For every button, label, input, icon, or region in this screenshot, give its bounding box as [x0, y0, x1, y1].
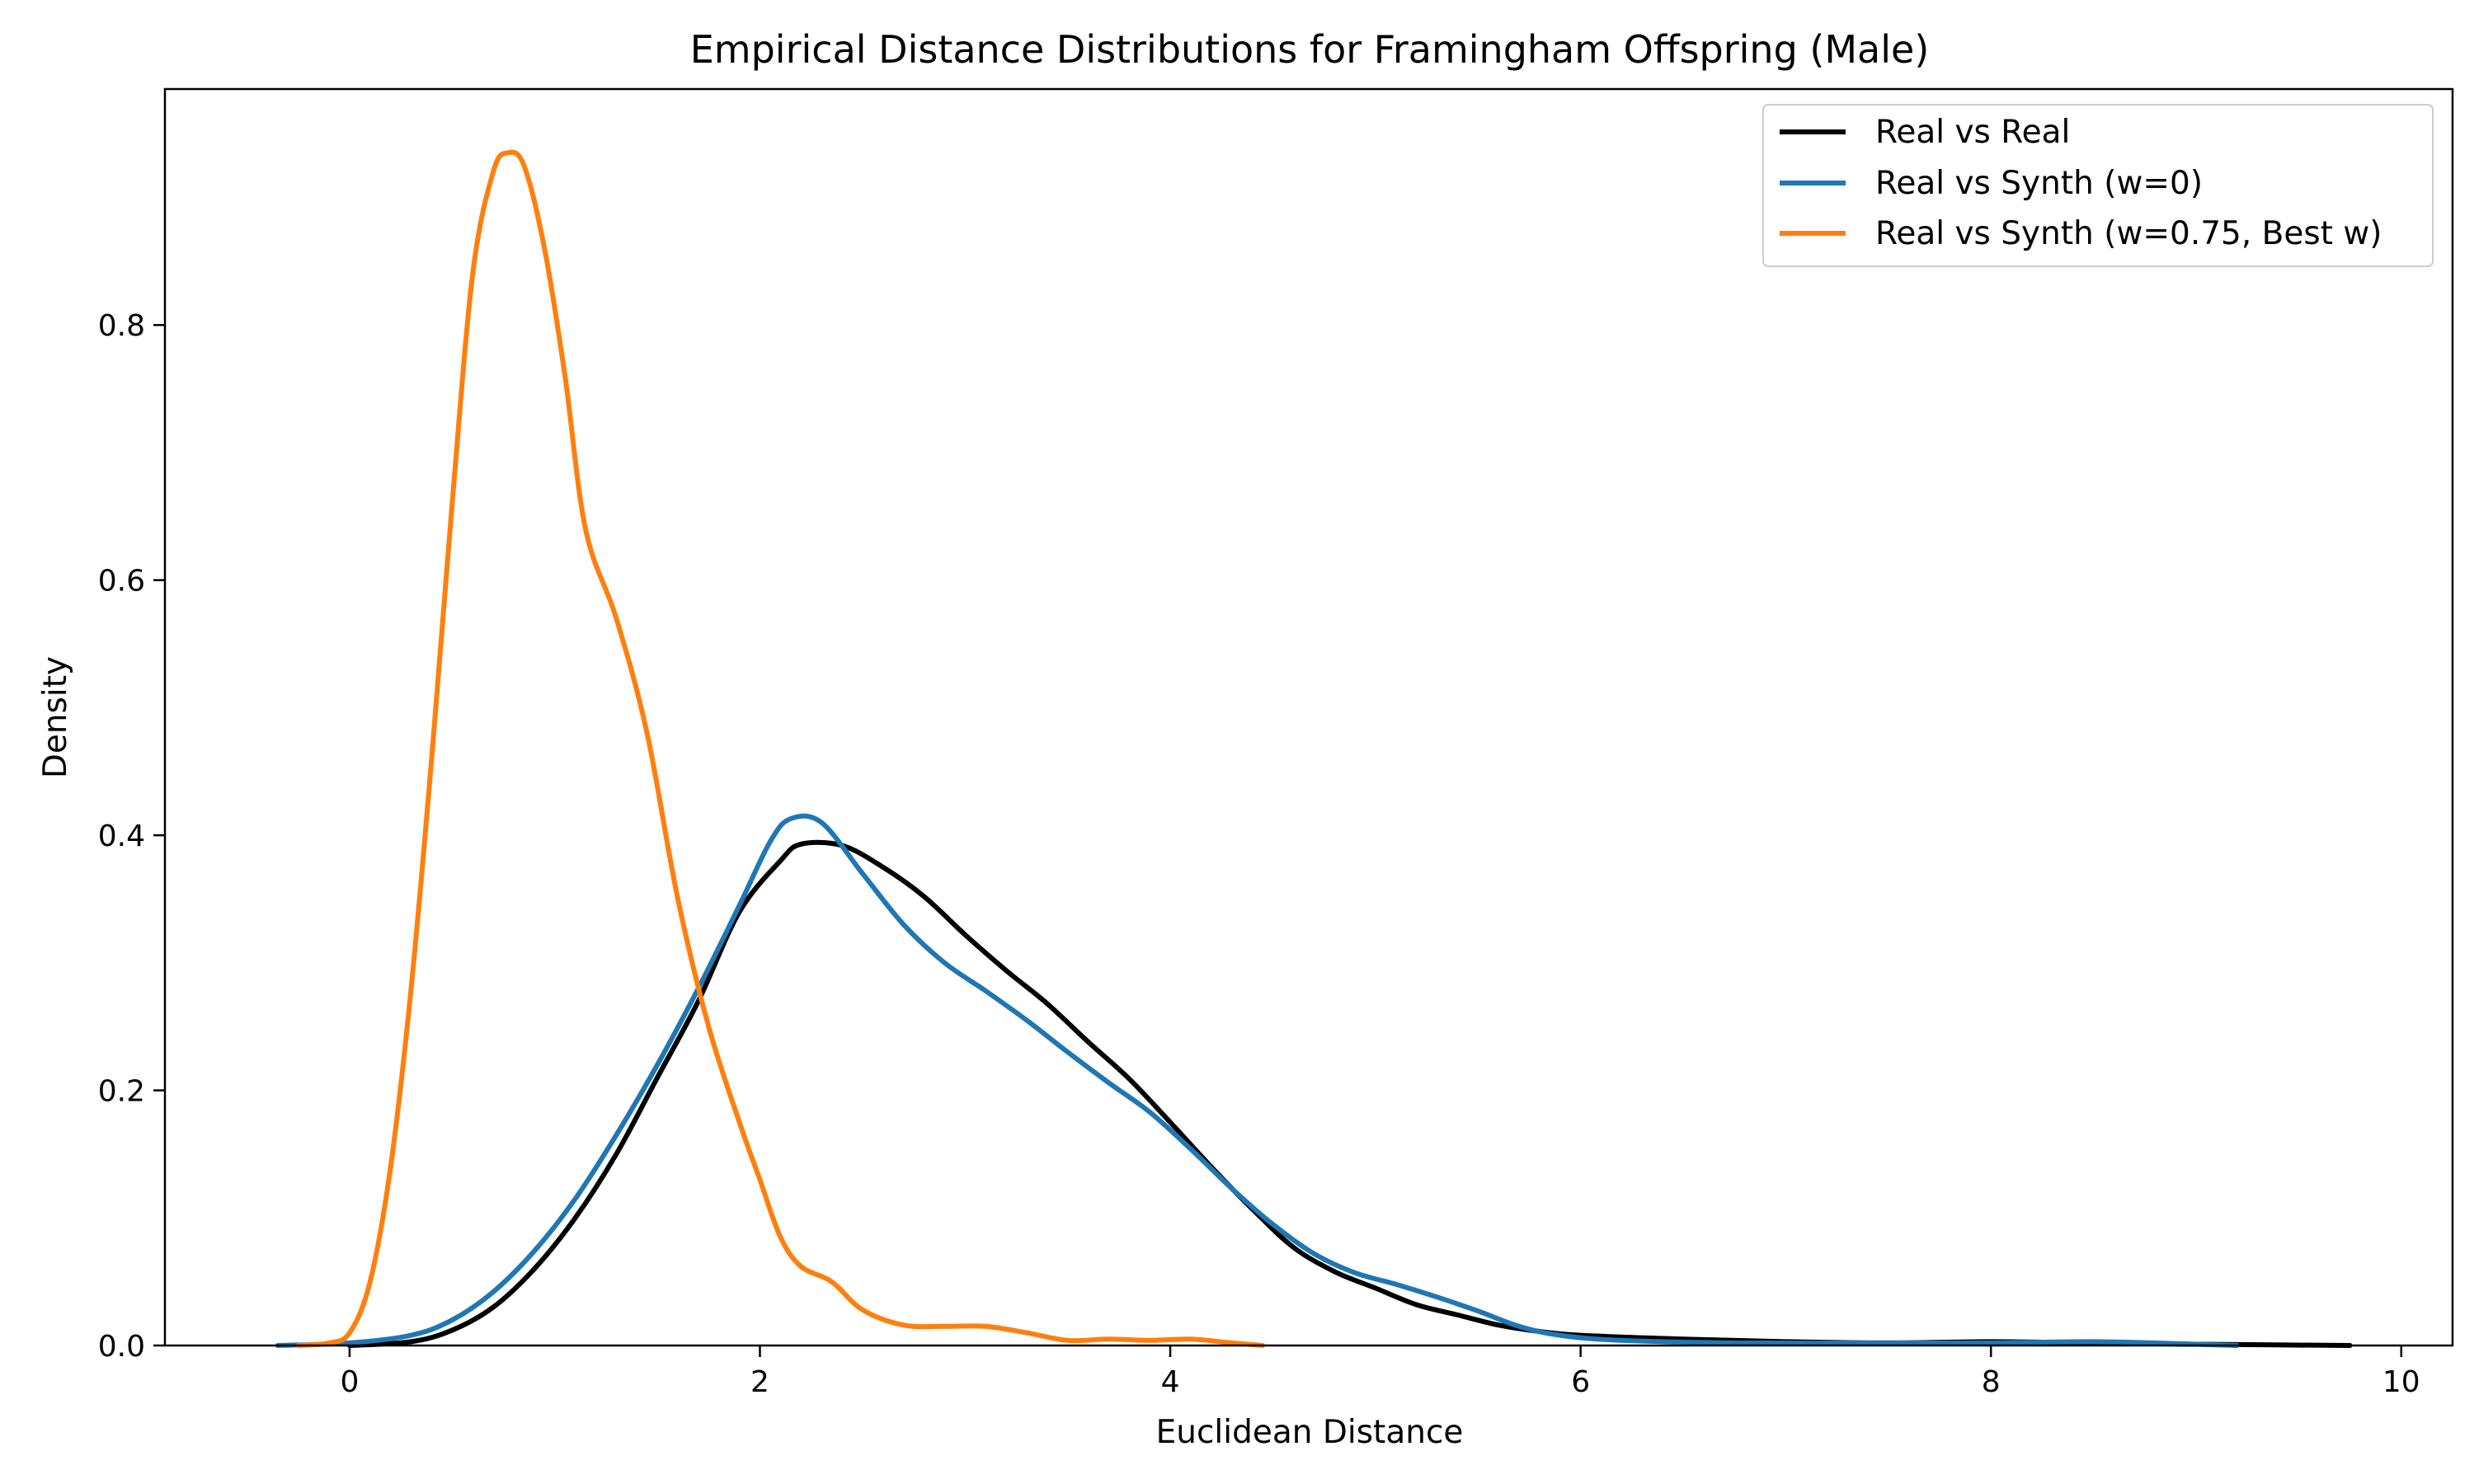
legend: Real vs Real Real vs Synth (w=0) Real vs… [1762, 104, 2434, 267]
x-tick-label: 8 [1982, 1365, 2001, 1399]
chart-title: Empirical Distance Distributions for Fra… [690, 27, 1930, 72]
x-tick-label: 10 [2382, 1365, 2420, 1399]
x-tick-label: 4 [1161, 1365, 1180, 1399]
y-tick-label: 0.8 [98, 309, 145, 343]
x-axis: 0 2 4 6 8 10 [340, 1345, 2420, 1399]
series-line-real-vs-synth-w-0-75-best-w [295, 149, 1266, 1348]
x-axis-title: Euclidean Distance [1156, 1414, 1464, 1451]
legend-label-real-vs-synth-best: Real vs Synth (w=0.75, Best w) [1875, 215, 2382, 252]
y-tick-label: 0.0 [98, 1330, 145, 1364]
x-tick-label: 6 [1571, 1365, 1590, 1399]
x-tick-label: 2 [750, 1365, 769, 1399]
series-layer [275, 149, 2353, 1348]
y-tick-label: 0.4 [98, 819, 145, 853]
legend-box [1762, 104, 2434, 267]
x-tick-label: 0 [340, 1365, 359, 1399]
y-axis: 0.0 0.2 0.4 0.6 0.8 [98, 309, 165, 1364]
y-tick-label: 0.2 [98, 1075, 145, 1109]
legend-label-real-vs-real: Real vs Real [1875, 114, 2070, 151]
legend-label-real-vs-synth-w0: Real vs Synth (w=0) [1875, 165, 2203, 202]
y-tick-label: 0.6 [98, 565, 145, 599]
series-line-real-vs-synth-w-0 [275, 813, 2240, 1348]
plot-frame [163, 87, 2454, 1347]
y-axis-title: Density [37, 656, 74, 778]
